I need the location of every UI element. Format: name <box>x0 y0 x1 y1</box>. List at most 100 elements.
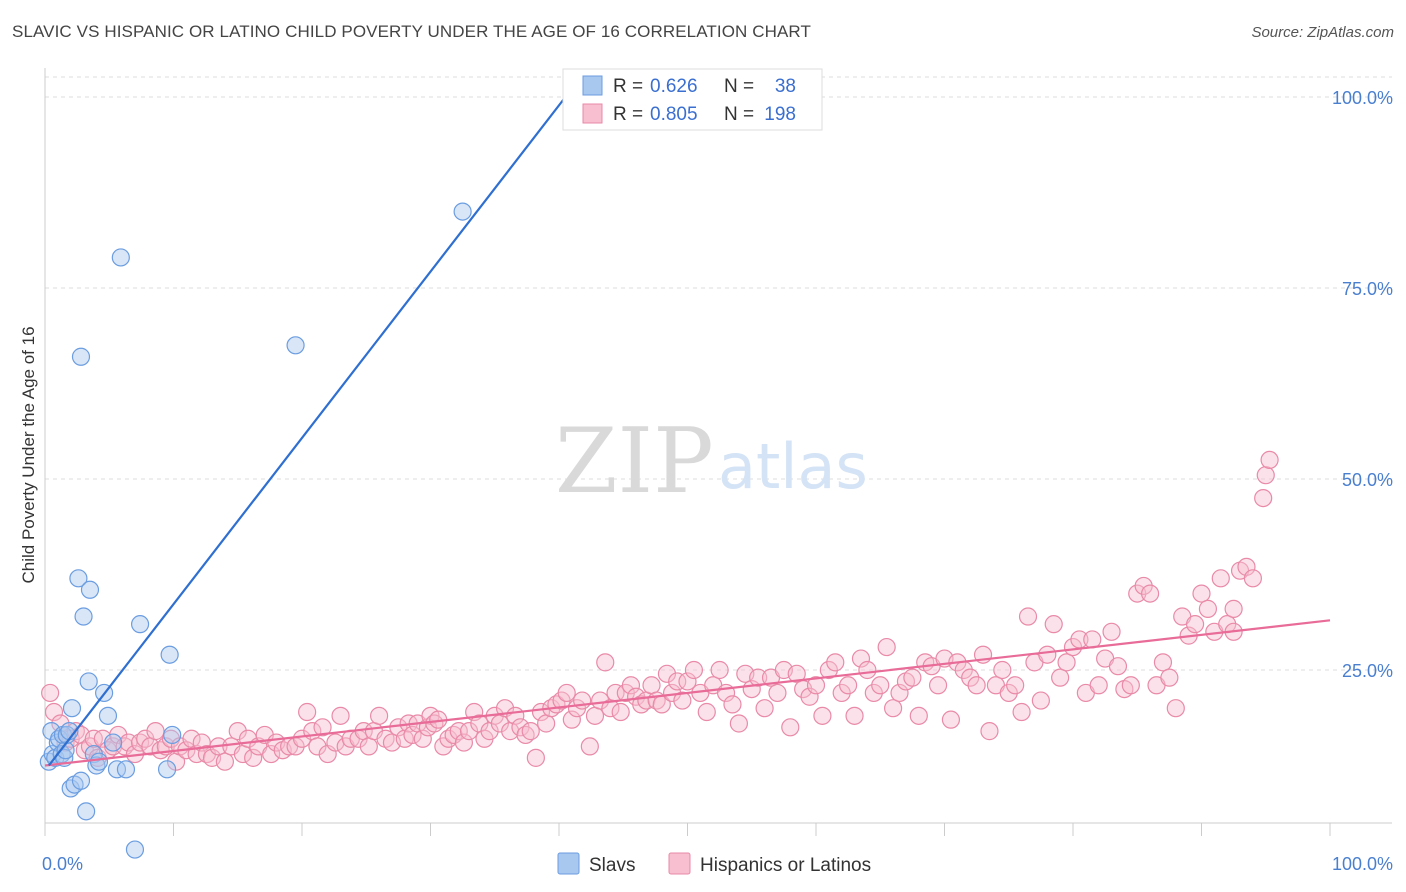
hispanic-point <box>1018 607 1038 626</box>
tick-labels: 25.0% 50.0% 75.0% 100.0% 0.0% 100.0% <box>42 88 1393 874</box>
hispanic-point <box>557 683 576 703</box>
hispanic-point <box>723 695 742 714</box>
hispanic-point <box>1051 668 1070 687</box>
hispanic-point <box>668 672 687 691</box>
hispanic-point <box>526 748 545 767</box>
slavs-point <box>71 771 91 790</box>
hispanic-point <box>413 729 432 748</box>
slavs-point <box>104 733 123 752</box>
hispanic-point <box>596 653 615 672</box>
watermark-zip: ZIP <box>555 409 714 514</box>
hispanic-point <box>1102 622 1121 641</box>
slavs-point <box>62 699 82 718</box>
hispanic-point <box>832 683 851 703</box>
slavs-point <box>130 615 150 634</box>
bottom-legend: Slavs Hispanics or Latinos <box>557 852 871 876</box>
bottom-legend-label-hispanics: Hispanics or Latinos <box>700 855 871 876</box>
hispanic-point <box>1006 676 1025 695</box>
hispanic-point <box>359 737 378 756</box>
hispanic-point <box>1089 676 1108 695</box>
slavs-point <box>163 725 182 745</box>
hispanic-point <box>621 676 641 695</box>
slavs-point <box>453 202 472 221</box>
hispanic-point <box>1198 599 1218 618</box>
hispanic-point <box>1140 584 1160 603</box>
hispanic-point <box>657 664 677 683</box>
y-tick-label-0: 25.0% <box>1342 661 1393 681</box>
hispanic-point <box>819 660 838 680</box>
hispanic-point <box>642 676 661 695</box>
hispanic-point <box>454 733 474 752</box>
hispanic-point <box>44 702 64 722</box>
hispanic-point <box>729 714 749 733</box>
legend-swatch-slavs <box>582 75 603 96</box>
hispanic-point <box>449 722 468 741</box>
hispanic-point <box>928 676 948 695</box>
slavs-point <box>125 840 145 859</box>
grid-lines <box>45 76 1392 671</box>
hispanic-point <box>215 752 234 771</box>
hispanic-point <box>93 729 112 748</box>
watermark-atlas: atlas <box>718 430 868 503</box>
hispanic-point <box>710 660 729 680</box>
slavs-point <box>160 645 179 664</box>
hispanic-point <box>877 637 896 657</box>
legend-r-value-hispanics: 0.805 <box>650 104 698 125</box>
chart-source: Source: ZipAtlas.com <box>1251 24 1394 41</box>
hispanic-point <box>1038 645 1057 664</box>
slavs-point <box>286 336 305 355</box>
hispanic-point <box>1254 489 1273 508</box>
hispanic-point <box>308 737 327 756</box>
hispanic-point <box>999 683 1018 703</box>
hispanic-point <box>1192 584 1211 603</box>
slavs-point <box>111 248 130 267</box>
hispanic-point <box>611 702 630 722</box>
legend-box: R = 0.626 N = 38 R = 0.805 N = 198 <box>562 68 823 131</box>
hispanic-point <box>813 706 832 725</box>
hispanic-point <box>331 706 350 725</box>
legend-r-value-slavs: 0.626 <box>650 76 698 97</box>
y-tick-label-3: 100.0% <box>1332 88 1393 108</box>
hispanic-point <box>262 744 281 764</box>
hispanic-point <box>909 706 928 725</box>
series-hispanics <box>41 450 1279 771</box>
hispanic-point <box>591 691 610 710</box>
hispanic-point <box>980 722 999 741</box>
hispanic-point <box>967 676 986 695</box>
hispanic-point <box>768 683 787 703</box>
slavs-point <box>42 722 61 741</box>
hispanic-point <box>537 714 556 733</box>
slavs-point <box>80 580 100 599</box>
hispanic-point <box>1224 599 1243 618</box>
hispanic-point <box>800 687 819 706</box>
slavs-point <box>56 741 75 760</box>
hispanic-point <box>459 722 479 741</box>
hispanic-point <box>585 706 605 725</box>
hispanic-point <box>1057 653 1076 672</box>
hispanic-point <box>228 722 247 741</box>
bottom-legend-swatch-slavs <box>557 852 580 875</box>
hispanic-point <box>326 733 345 752</box>
hispanic-point <box>1153 653 1173 672</box>
hispanic-point <box>993 660 1012 680</box>
hispanic-point <box>1160 668 1179 687</box>
hispanic-point <box>1243 569 1263 588</box>
slavs-point <box>157 760 177 779</box>
slavs-point <box>98 706 118 725</box>
hispanic-point <box>1044 615 1063 634</box>
slavs-trend-line <box>47 96 567 767</box>
hispanic-point <box>941 710 961 729</box>
hispanic-point <box>781 718 800 737</box>
hispanic-point <box>1237 557 1256 576</box>
hispanic-point <box>1108 657 1128 676</box>
hispanic-point <box>531 702 551 722</box>
hispanic-point <box>1256 466 1275 485</box>
legend-r-label-slavs: R = <box>613 76 643 97</box>
chart-title: SLAVIC VS HISPANIC OR LATINO CHILD POVER… <box>12 22 811 41</box>
hispanic-point <box>864 683 883 703</box>
hispanic-point <box>244 748 263 767</box>
slavs-point <box>69 569 88 588</box>
watermark: ZIP atlas <box>555 409 868 514</box>
hispanic-point <box>787 664 806 683</box>
